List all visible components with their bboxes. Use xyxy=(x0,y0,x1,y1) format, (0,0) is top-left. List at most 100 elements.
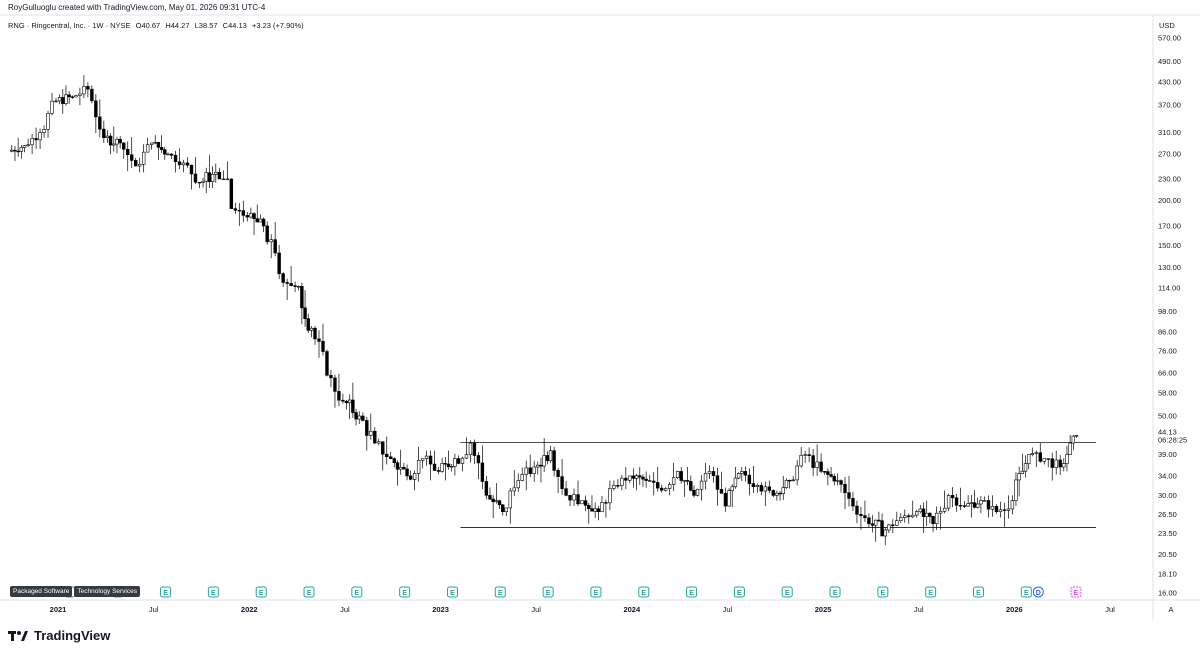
candle[interactable] xyxy=(22,144,27,153)
candle[interactable] xyxy=(1058,455,1062,476)
candle[interactable] xyxy=(90,85,94,104)
candle[interactable] xyxy=(542,437,546,473)
candle[interactable] xyxy=(803,450,807,463)
candle[interactable] xyxy=(679,467,683,484)
candle[interactable] xyxy=(86,82,90,98)
candle[interactable] xyxy=(891,519,895,534)
candle[interactable] xyxy=(644,471,648,488)
candle[interactable] xyxy=(572,488,576,507)
candle[interactable] xyxy=(596,506,601,521)
candle[interactable] xyxy=(30,133,34,155)
candle[interactable] xyxy=(516,473,520,492)
candle[interactable] xyxy=(660,484,664,493)
candle[interactable] xyxy=(560,458,564,495)
candle[interactable] xyxy=(695,488,700,497)
candle[interactable] xyxy=(98,99,102,138)
candle[interactable] xyxy=(1062,458,1066,472)
candle[interactable] xyxy=(966,495,970,507)
auto-scale-button[interactable]: A xyxy=(1168,605,1173,614)
candle[interactable] xyxy=(583,495,588,512)
candle[interactable] xyxy=(755,483,760,493)
candle[interactable] xyxy=(402,462,406,470)
candle[interactable] xyxy=(604,499,608,518)
earnings-event-marker[interactable]: E xyxy=(638,586,650,598)
candle[interactable] xyxy=(590,495,594,512)
earnings-event-marker[interactable]: E xyxy=(494,586,506,598)
candle[interactable] xyxy=(942,490,947,514)
candle[interactable] xyxy=(258,214,263,223)
candle[interactable] xyxy=(873,519,878,542)
earnings-event-marker[interactable]: E xyxy=(590,586,602,598)
earnings-event-marker[interactable]: E xyxy=(255,586,267,598)
earnings-event-marker[interactable]: E xyxy=(1020,586,1032,598)
candle[interactable] xyxy=(141,144,146,173)
candle[interactable] xyxy=(524,460,528,491)
candle[interactable] xyxy=(504,507,508,516)
candle[interactable] xyxy=(1017,466,1021,497)
candle[interactable] xyxy=(763,481,768,507)
candle[interactable] xyxy=(867,513,871,528)
candle[interactable] xyxy=(835,473,840,486)
candle[interactable] xyxy=(921,502,926,534)
candle[interactable] xyxy=(532,460,536,482)
candle[interactable] xyxy=(778,491,782,501)
candle[interactable] xyxy=(443,456,448,481)
candle[interactable] xyxy=(344,399,349,410)
candle[interactable] xyxy=(149,142,154,150)
candle[interactable] xyxy=(843,477,847,510)
candle[interactable] xyxy=(277,244,281,280)
candle[interactable] xyxy=(692,485,696,498)
candle[interactable] xyxy=(118,135,122,149)
candle[interactable] xyxy=(628,475,632,484)
candle[interactable] xyxy=(747,468,752,496)
candle[interactable] xyxy=(784,478,789,489)
candle[interactable] xyxy=(795,460,799,486)
candle[interactable] xyxy=(10,145,14,153)
candle[interactable] xyxy=(122,142,126,159)
candle[interactable] xyxy=(539,457,543,483)
candle[interactable] xyxy=(137,157,142,173)
candle[interactable] xyxy=(685,467,690,486)
candle[interactable] xyxy=(733,467,738,489)
candle[interactable] xyxy=(946,493,951,512)
candle[interactable] xyxy=(221,170,226,181)
candle[interactable] xyxy=(424,450,429,466)
candle[interactable] xyxy=(576,480,580,507)
candle[interactable] xyxy=(177,148,182,170)
candle[interactable] xyxy=(255,204,259,223)
candle[interactable] xyxy=(497,499,502,510)
candle[interactable] xyxy=(351,382,355,418)
earnings-event-marker[interactable]: E xyxy=(351,586,363,598)
candle[interactable] xyxy=(173,150,178,173)
candle[interactable] xyxy=(587,503,591,524)
candle[interactable] xyxy=(185,157,190,168)
candle[interactable] xyxy=(982,496,987,502)
candle[interactable] xyxy=(1034,450,1038,468)
candle[interactable] xyxy=(938,506,943,530)
candle[interactable] xyxy=(159,135,164,153)
earnings-event-marker[interactable]: E xyxy=(303,586,315,598)
candle[interactable] xyxy=(102,120,106,143)
earnings-event-marker[interactable]: E xyxy=(877,586,889,598)
candle[interactable] xyxy=(464,437,469,460)
earnings-event-marker[interactable]: E xyxy=(829,586,841,598)
candle[interactable] xyxy=(303,290,307,327)
candle[interactable] xyxy=(826,468,830,486)
candle[interactable] xyxy=(377,438,381,446)
sector-tag[interactable]: Packaged Software xyxy=(10,586,73,597)
candle[interactable] xyxy=(634,473,639,491)
candle[interactable] xyxy=(911,500,915,519)
candle[interactable] xyxy=(895,511,899,526)
candle[interactable] xyxy=(105,130,110,143)
candle[interactable] xyxy=(787,479,792,489)
candle[interactable] xyxy=(715,467,720,506)
candle[interactable] xyxy=(134,157,138,167)
candle[interactable] xyxy=(468,440,473,463)
candle[interactable] xyxy=(1002,502,1007,527)
candle[interactable] xyxy=(392,457,397,468)
candle[interactable] xyxy=(440,457,444,473)
candle[interactable] xyxy=(317,330,321,358)
candle[interactable] xyxy=(548,445,553,464)
candle[interactable] xyxy=(385,436,389,465)
candle[interactable] xyxy=(126,141,130,172)
